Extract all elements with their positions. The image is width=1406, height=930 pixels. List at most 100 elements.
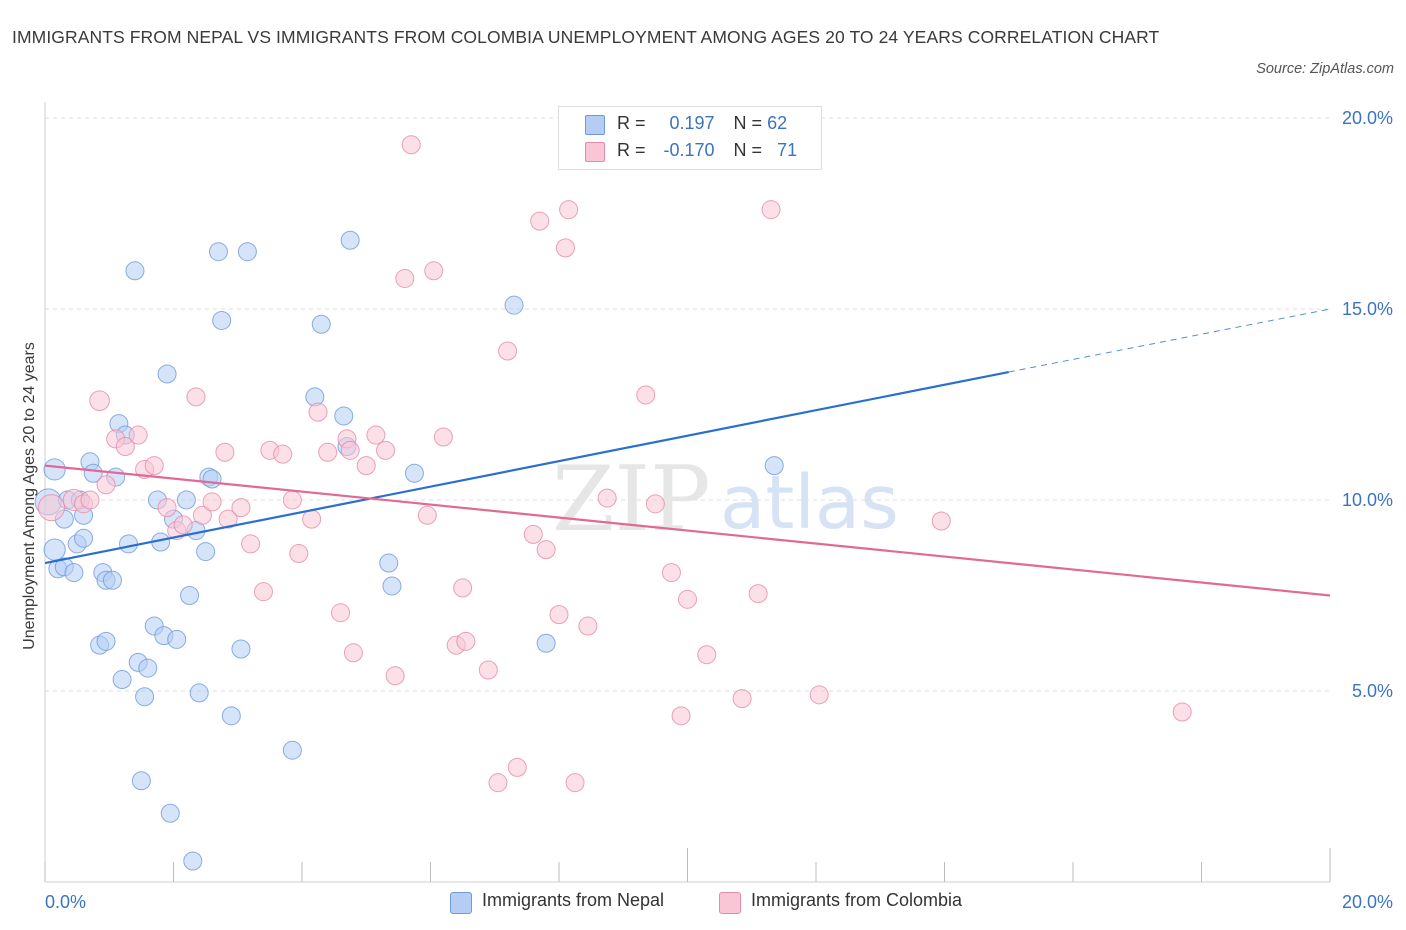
colombia-point <box>192 505 212 525</box>
nepal-point <box>379 553 399 573</box>
colombia-point <box>215 442 235 462</box>
colombia-swatch <box>585 142 605 162</box>
colombia-point <box>507 757 527 777</box>
colombia-point <box>417 505 437 525</box>
nepal-swatch <box>585 115 605 135</box>
colombia-point <box>273 444 293 464</box>
trend-lines <box>44 308 1331 597</box>
colombia-point <box>1172 702 1192 722</box>
legend-r-label: R = <box>617 140 646 160</box>
colombia-point <box>809 685 829 705</box>
colombia-point <box>597 488 617 508</box>
nepal-point <box>536 633 556 653</box>
colombia-point <box>498 341 518 361</box>
nepal-point <box>334 406 354 426</box>
colombia-point <box>530 211 550 231</box>
colombia-point <box>340 440 360 460</box>
nepal-point <box>157 364 177 384</box>
source-credit: Source: ZipAtlas.com <box>1256 61 1394 77</box>
nepal-trend-line <box>44 370 1009 565</box>
colombia-point <box>282 490 302 510</box>
colombia-point <box>645 494 665 514</box>
colombia-point <box>218 509 238 529</box>
nepal-point <box>189 683 209 703</box>
nepal-point <box>311 314 331 334</box>
colombia-trend-line <box>44 464 1331 597</box>
colombia-point <box>523 524 543 544</box>
colombia-point <box>80 490 100 510</box>
x-tick-label: 20.0% <box>1342 892 1393 912</box>
colombia-point <box>202 492 222 512</box>
nepal-point <box>183 851 203 871</box>
nepal-point <box>764 456 784 476</box>
colombia-point <box>173 515 193 535</box>
colombia-point <box>366 425 386 445</box>
colombia-point <box>478 660 498 680</box>
colombia-point <box>433 427 453 447</box>
watermark-atlas: atlas <box>720 460 899 546</box>
colombia-point <box>331 603 351 623</box>
nepal-point <box>180 586 200 605</box>
nepal-point <box>340 230 360 250</box>
nepal-point <box>382 576 402 596</box>
nepal-point <box>96 631 116 651</box>
colombia-point <box>37 494 65 522</box>
colombia-point <box>401 135 421 155</box>
nepal-point <box>212 310 232 330</box>
legend-n-label: N = <box>733 113 763 133</box>
nepal-point <box>282 740 302 760</box>
legend-r-label: R = <box>617 113 646 133</box>
watermark-zip: ZIP <box>552 447 711 552</box>
colombia-point <box>302 509 322 529</box>
nepal-point <box>112 670 132 690</box>
nepal-point <box>231 639 251 659</box>
nepal-point <box>119 534 139 554</box>
tick-labels: 5.0% 10.0% 15.0% 20.0% 0.0% 20.0% <box>45 108 1393 912</box>
colombia-point <box>578 616 598 636</box>
colombia-point <box>424 261 444 281</box>
colombia-point <box>488 773 508 793</box>
data-points <box>34 131 1192 871</box>
colombia-point <box>241 534 261 554</box>
colombia-point <box>157 498 177 518</box>
colombia-point <box>89 390 110 411</box>
legend-label-colombia: Immigrants from Colombia <box>751 890 963 910</box>
nepal-point <box>131 771 151 791</box>
colombia-point <box>128 425 148 445</box>
legend-n-value-nepal: 62 <box>767 113 788 133</box>
nepal-point <box>43 458 66 481</box>
legend-n-label: N = <box>733 140 763 160</box>
nepal-point <box>196 542 216 562</box>
legend-r-value-colombia: -0.170 <box>663 140 715 160</box>
colombia-legend-swatch <box>719 892 741 914</box>
y-tick-label: 15.0% <box>1342 299 1393 319</box>
colombia-point <box>748 584 768 604</box>
nepal-point <box>125 261 145 281</box>
nepal-point <box>160 803 180 823</box>
colombia-point <box>356 456 376 476</box>
nepal-point <box>43 538 66 561</box>
colombia-point <box>318 442 338 462</box>
colombia-point <box>456 631 476 651</box>
x-tick-label: 0.0% <box>45 892 86 912</box>
colombia-point <box>308 402 328 422</box>
colombia-point <box>453 578 473 598</box>
nepal-point <box>176 490 196 510</box>
colombia-point <box>761 200 781 220</box>
colombia-point <box>565 773 585 793</box>
nepal-legend-swatch <box>450 892 472 914</box>
nepal-point <box>202 469 222 489</box>
nepal-point <box>135 687 155 707</box>
legend-label-nepal: Immigrants from Nepal <box>482 890 665 910</box>
colombia-point <box>536 540 556 560</box>
colombia-point <box>186 387 206 407</box>
legend-n-value-colombia: 71 <box>777 140 798 160</box>
nepal-point <box>138 658 158 678</box>
colombia-point <box>732 689 752 709</box>
legend-r-value-nepal: 0.197 <box>669 113 715 133</box>
nepal-trend-line-extension <box>1008 308 1331 373</box>
colombia-point <box>144 456 164 476</box>
y-tick-label: 10.0% <box>1342 490 1393 510</box>
nepal-point <box>83 463 103 483</box>
